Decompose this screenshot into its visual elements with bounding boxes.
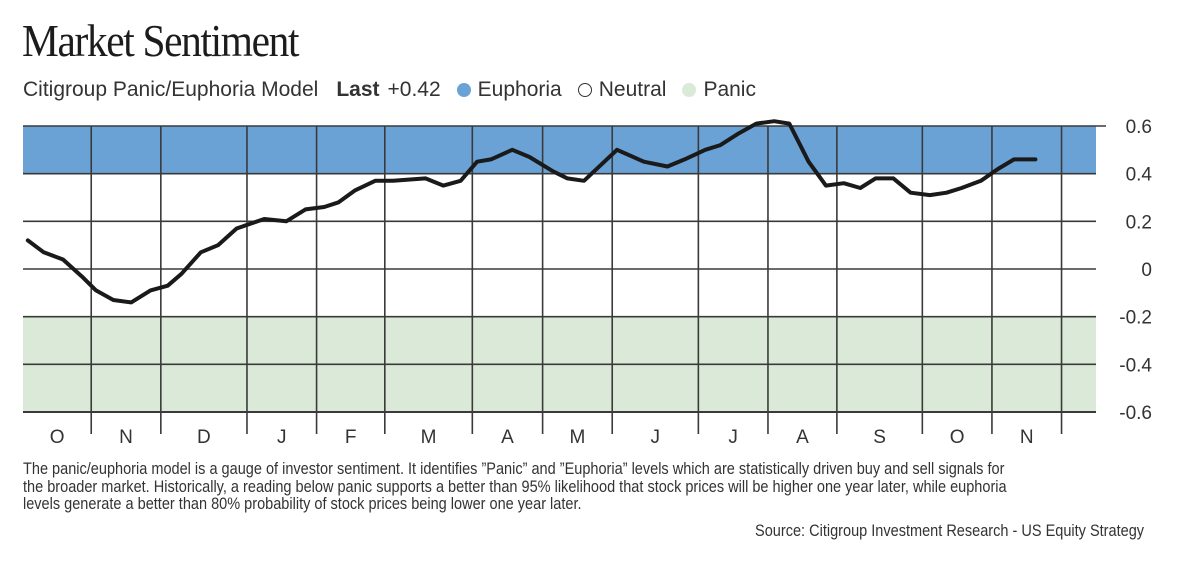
x-month-label: M [570,427,586,448]
panic-dot-icon [682,83,697,97]
series-line [25,119,1038,305]
source-line: Source: Citigroup Investment Research - … [755,522,1144,540]
y-tick-label: 0.4 [1126,165,1153,186]
x-month-label: S [873,427,886,448]
legend-item-neutral: Neutral [577,78,667,102]
legend-label-euphoria: Euphoria [477,78,562,101]
y-tick-label: -0.6 [1119,403,1152,424]
neutral-circle-icon [577,83,592,97]
chart-subtitle-row: Citigroup Panic/Euphoria Model Last +0.4… [23,78,756,102]
x-month-label: A [796,427,809,448]
series-layer [25,119,1038,305]
x-month-label: J [651,427,661,448]
legend-item-panic: Panic [682,78,756,102]
y-axis-tick-labels: 0.6 0.4 0.2 0 -0.2 -0.4 -0.6 [1119,117,1152,424]
y-tick-label: -0.2 [1119,308,1152,329]
x-month-label: F [345,427,357,448]
x-month-label: N [119,427,133,448]
x-month-label: D [197,427,211,448]
chart-title: Market Sentiment [22,15,300,66]
vertical-gridlines [90,126,1063,434]
sentiment-chart: 0.6 0.4 0.2 0 -0.2 -0.4 -0.6 O N D J F M A M J J A S O N [23,117,1152,448]
x-month-label: J [728,427,738,448]
x-month-label: A [501,427,514,448]
x-month-label: M [421,427,437,448]
y-tick-label: 0.6 [1126,117,1152,138]
legend-item-euphoria: Euphoria [456,78,562,102]
x-month-label: N [1020,427,1034,448]
x-month-label: O [950,427,965,448]
horizontal-gridlines [23,125,1106,413]
model-name: Citigroup Panic/Euphoria Model [23,78,319,101]
last-value: +0.42 [387,78,441,101]
y-tick-label: -0.4 [1119,355,1152,376]
band-euphoria [23,126,1096,174]
legend-label-panic: Panic [703,78,756,101]
y-tick-label: 0.2 [1126,212,1152,233]
last-label: Last [336,78,380,101]
y-tick-label: 0 [1141,260,1152,281]
x-month-label: O [50,427,65,448]
footnote: The panic/euphoria model is a gauge of i… [23,460,1007,513]
legend-label-neutral: Neutral [598,78,667,101]
euphoria-dot-icon [456,83,471,97]
x-month-label: J [277,427,287,448]
